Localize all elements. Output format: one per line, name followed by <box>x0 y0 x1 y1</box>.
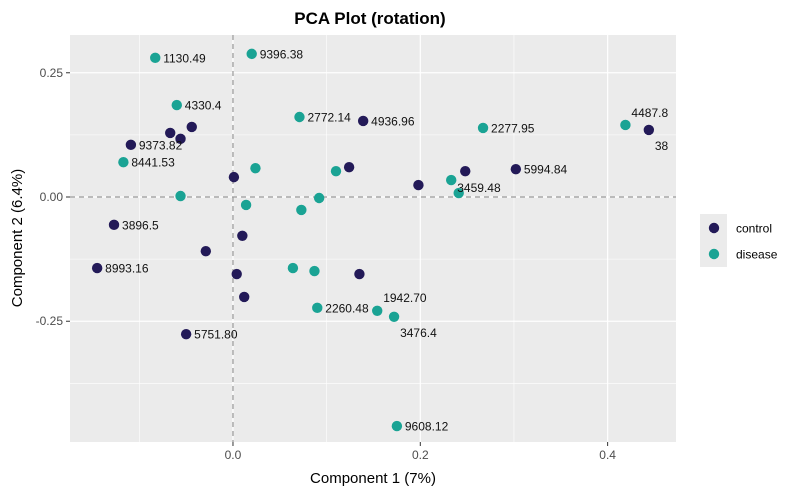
control-point <box>460 165 471 177</box>
control-point <box>228 171 240 183</box>
disease-point <box>620 119 631 131</box>
x-tick-label: 0.0 <box>225 448 242 462</box>
disease-point <box>446 174 457 186</box>
point-label: 5751.80 <box>194 328 238 342</box>
point-label: 8993.16 <box>105 262 149 276</box>
point-label: 2772.14 <box>307 110 351 124</box>
point-label: 4487.8 <box>631 106 668 120</box>
plot-panel <box>70 35 676 442</box>
control-point <box>239 291 250 303</box>
point-label: 1942.70 <box>383 291 427 305</box>
x-axis-label: Component 1 (7%) <box>310 470 436 487</box>
axes: 0.0 0.2 0.4 0.25 0.00 -0.25 <box>36 66 617 462</box>
y-axis-label: Component 2 (6.4%) <box>9 169 26 307</box>
x-tick-label: 0.4 <box>599 448 616 462</box>
disease-point <box>330 165 342 177</box>
point-label: 2260.48 <box>325 301 369 315</box>
disease-point <box>372 305 383 317</box>
legend: control disease <box>700 214 778 267</box>
control-point <box>200 245 212 257</box>
disease-point <box>171 99 182 111</box>
disease-point <box>453 187 464 199</box>
disease-point <box>313 192 325 204</box>
control-point <box>510 163 522 175</box>
disease-point <box>294 111 305 123</box>
legend-label: disease <box>736 248 778 262</box>
chart-title: PCA Plot (rotation) <box>294 9 445 28</box>
legend-key-control <box>708 222 720 234</box>
point-label: 3896.5 <box>122 218 159 232</box>
disease-point <box>250 162 261 174</box>
legend-key-disease <box>708 248 720 260</box>
disease-point <box>391 420 403 432</box>
control-point <box>357 115 369 127</box>
point-label: 9373.82 <box>139 138 183 152</box>
reference-lines <box>70 35 676 442</box>
disease-point <box>309 265 320 277</box>
x-tick-label: 0.2 <box>412 448 429 462</box>
point-label: 9608.12 <box>405 420 449 434</box>
y-tick-label: -0.25 <box>36 314 64 328</box>
control-point <box>354 268 365 280</box>
disease-point <box>240 199 252 211</box>
control-point <box>175 133 186 145</box>
control-point <box>125 139 137 151</box>
point-label: 4330.4 <box>185 99 222 113</box>
y-tick-label: 0.25 <box>40 66 64 80</box>
disease-point <box>150 52 161 64</box>
control-point <box>91 262 103 274</box>
y-tick-label: 0.00 <box>40 190 64 204</box>
control-point <box>186 121 197 133</box>
control-point <box>237 230 248 241</box>
disease-point <box>477 122 489 134</box>
control-point <box>643 124 655 136</box>
point-label: 2277.95 <box>491 121 535 135</box>
disease-point <box>296 204 307 216</box>
point-label: 3476.4 <box>400 326 437 340</box>
point-label: 8441.53 <box>131 156 175 170</box>
point-label: 5994.84 <box>524 163 568 177</box>
point-label: 9396.38 <box>260 47 304 61</box>
control-point <box>165 127 176 139</box>
disease-point <box>388 311 400 322</box>
disease-point <box>118 157 129 168</box>
control-point <box>343 161 355 173</box>
point-label: 38 <box>655 139 669 153</box>
disease-point <box>246 48 257 60</box>
control-point <box>231 268 242 280</box>
control-point <box>180 328 192 340</box>
point-label: 1130.49 <box>163 51 206 65</box>
legend-label: control <box>736 222 772 236</box>
disease-point <box>175 190 186 202</box>
point-label: 4936.96 <box>371 114 415 128</box>
control-point <box>108 219 120 231</box>
control-point <box>413 179 424 191</box>
point-label: 3459.48 <box>457 181 501 195</box>
data-points: 9373.82 3896.5 8993.16 5751.80 4936.96 3459.4… <box>91 47 669 434</box>
disease-point <box>312 302 323 314</box>
disease-point <box>287 262 299 274</box>
